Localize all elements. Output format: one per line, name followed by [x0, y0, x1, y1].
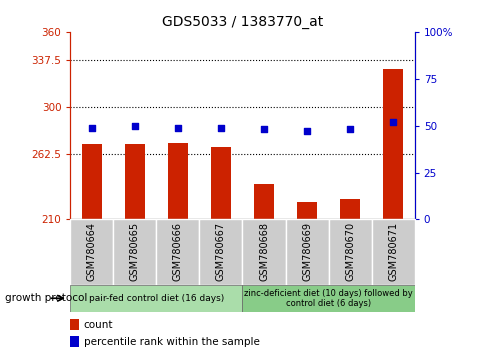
Text: growth protocol: growth protocol — [5, 293, 87, 303]
Bar — [70, 336, 78, 347]
FancyBboxPatch shape — [285, 219, 328, 285]
FancyBboxPatch shape — [371, 219, 414, 285]
Text: pair-fed control diet (16 days): pair-fed control diet (16 days) — [89, 294, 224, 303]
Bar — [297, 202, 316, 219]
FancyBboxPatch shape — [113, 219, 156, 285]
Point — [389, 119, 396, 125]
Bar — [254, 184, 273, 219]
Point — [88, 125, 95, 130]
Text: GSM780670: GSM780670 — [345, 222, 354, 281]
Bar — [125, 144, 144, 219]
Bar — [340, 199, 359, 219]
Text: GSM780671: GSM780671 — [387, 222, 397, 281]
Point — [174, 125, 182, 130]
Text: GSM780665: GSM780665 — [130, 222, 139, 281]
Text: count: count — [83, 320, 113, 330]
Bar — [211, 147, 230, 219]
FancyBboxPatch shape — [242, 285, 414, 312]
Text: GSM780664: GSM780664 — [87, 222, 97, 281]
Bar — [82, 144, 101, 219]
Bar — [383, 69, 402, 219]
Text: GSM780668: GSM780668 — [258, 222, 269, 281]
FancyBboxPatch shape — [70, 219, 113, 285]
Text: zinc-deficient diet (10 days) followed by
control diet (6 days): zinc-deficient diet (10 days) followed b… — [244, 289, 412, 308]
Bar — [70, 319, 78, 330]
Text: GSM780666: GSM780666 — [173, 222, 182, 281]
FancyBboxPatch shape — [328, 219, 371, 285]
Bar — [168, 143, 187, 219]
Text: GSM780669: GSM780669 — [302, 222, 311, 281]
Point — [131, 123, 138, 129]
Point — [217, 125, 225, 130]
Title: GDS5033 / 1383770_at: GDS5033 / 1383770_at — [162, 16, 322, 29]
Point — [346, 127, 353, 132]
FancyBboxPatch shape — [199, 219, 242, 285]
Text: percentile rank within the sample: percentile rank within the sample — [83, 337, 259, 347]
Point — [302, 129, 310, 134]
FancyBboxPatch shape — [70, 285, 242, 312]
Point — [259, 127, 267, 132]
FancyBboxPatch shape — [242, 219, 285, 285]
FancyBboxPatch shape — [156, 219, 199, 285]
Text: GSM780667: GSM780667 — [215, 222, 226, 281]
